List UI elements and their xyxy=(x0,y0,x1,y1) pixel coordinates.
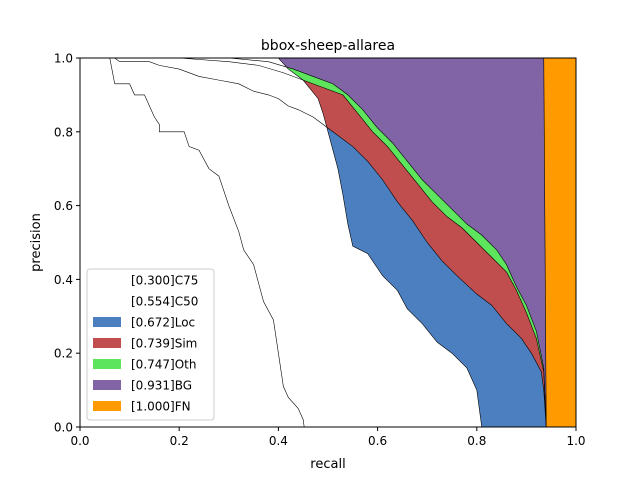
x-tick-label: 0.6 xyxy=(368,434,387,448)
curve-0-300-c75 xyxy=(80,57,305,428)
legend-label-0-931-bg: [0.931]BG xyxy=(131,379,192,393)
y-tick-label: 0.8 xyxy=(54,125,73,139)
x-tick-label: 0.0 xyxy=(70,434,89,448)
curve-0-747-oth xyxy=(114,57,547,428)
legend-label-0-747-oth: [0.747]Oth xyxy=(131,358,196,372)
legend-label-1-000-fn: [1.000]FN xyxy=(131,400,191,414)
x-tick-label: 0.2 xyxy=(170,434,189,448)
chart-title: bbox-sheep-allarea xyxy=(261,38,395,54)
legend-swatch-1-000-fn xyxy=(93,401,121,411)
legend: [0.300]C75 [0.554]C50 [0.672]Loc [0.739]Sim… xyxy=(86,268,215,421)
y-tick-label: 1.0 xyxy=(54,52,73,66)
x-axis-label: recall xyxy=(310,457,345,472)
x-tick-label: 1.0 xyxy=(566,434,585,448)
curve-0-672-loc xyxy=(114,57,547,428)
curve-0-554-c50 xyxy=(80,57,483,428)
y-tick-label: 0.4 xyxy=(54,273,73,287)
y-tick-label: 0.6 xyxy=(54,199,73,213)
plot-frame xyxy=(79,57,577,428)
curve-0-739-sim xyxy=(114,57,547,428)
y-axis-label: precision xyxy=(29,213,44,272)
y-tick-label: 0.2 xyxy=(54,347,73,361)
x-tick-label: 0.8 xyxy=(467,434,486,448)
x-tick-label: 0.4 xyxy=(269,434,288,448)
legend-swatch-0-672-loc xyxy=(93,317,121,327)
legend-swatch-0-739-sim xyxy=(93,338,121,348)
y-tick-label: 0.0 xyxy=(54,421,73,435)
legend-label-0-739-sim: [0.739]Sim xyxy=(131,337,197,351)
legend-label-0-300-c75: [0.300]C75 xyxy=(131,274,198,288)
legend-label-0-554-c50: [0.554]C50 xyxy=(131,295,198,309)
legend-swatch-0-931-bg xyxy=(93,380,121,390)
legend-label-0-672-loc: [0.672]Loc xyxy=(131,316,195,330)
legend-swatch-0-747-oth xyxy=(93,359,121,369)
y-axis-ticks: 0.0 0.2 0.4 0.6 0.8 1.0 xyxy=(54,52,80,435)
x-axis-ticks: 0.0 0.2 0.4 0.6 0.8 1.0 xyxy=(70,427,586,448)
